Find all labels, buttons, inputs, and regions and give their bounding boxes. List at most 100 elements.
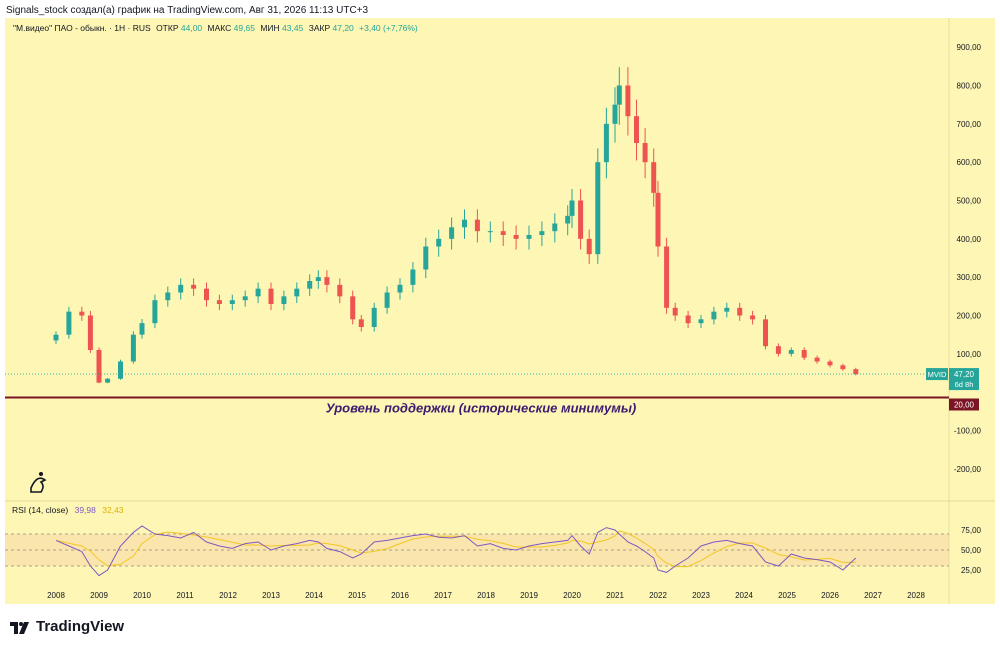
x-tick-label: 2019 <box>520 591 538 600</box>
candle-body <box>625 85 631 117</box>
price-tag-value: 47,20 <box>954 370 975 379</box>
candle-body <box>827 361 833 366</box>
rsi-axis: 75,00 50,00 25,00 <box>961 526 982 575</box>
candle-body <box>139 323 145 335</box>
y-tick-label: 600,00 <box>957 158 982 167</box>
change-value: +3,40 (+7,76%) <box>359 23 418 33</box>
support-tag: 20,00 <box>949 398 979 411</box>
candle-body <box>397 284 403 293</box>
x-tick-label: 2020 <box>563 591 581 600</box>
candle-body <box>165 292 171 301</box>
candle-body <box>79 311 85 316</box>
candle-body <box>578 200 584 239</box>
open-value: 44,00 <box>181 23 203 33</box>
candle-body <box>307 281 313 289</box>
candle-body <box>487 231 493 233</box>
candle-body <box>191 284 197 289</box>
close-value: 47,20 <box>333 23 355 33</box>
x-tick-label: 2021 <box>606 591 624 600</box>
candle-body <box>384 292 390 308</box>
chart-svg[interactable]: "М.видео" ПАО - обыкн. · 1Н · RUS ОТКР 4… <box>5 18 995 604</box>
candle-body <box>539 231 545 235</box>
candle-body <box>552 223 558 232</box>
tradingview-logo: TradingView <box>10 618 124 635</box>
y-tick-label: 300,00 <box>957 273 982 282</box>
candle-body <box>178 284 184 293</box>
support-tag-value: 20,00 <box>954 401 975 410</box>
rsi-tick-label: 75,00 <box>961 526 982 535</box>
candle-body <box>612 104 618 124</box>
chart-area[interactable]: "М.видео" ПАО - обыкн. · 1Н · RUS ОТКР 4… <box>5 18 995 604</box>
candle-body <box>152 300 158 324</box>
x-tick-label: 2023 <box>692 591 710 600</box>
symbol-name: "М.видео" ПАО - обыкн. · 1Н · RUS <box>13 23 151 33</box>
candle-body <box>118 361 123 379</box>
candle-body <box>337 284 343 297</box>
price-axis[interactable]: 900,00 800,00 700,00 600,00 500,00 400,00 300,… <box>954 43 982 474</box>
high-label: МАКС <box>208 23 232 33</box>
x-tick-label: 2018 <box>477 591 495 600</box>
candle-body <box>565 215 571 224</box>
candle-body <box>513 235 519 239</box>
candle-body <box>664 246 670 308</box>
rsi-line <box>55 525 857 577</box>
candle-body <box>616 85 622 105</box>
candle-body <box>87 315 93 350</box>
candle-body <box>371 307 377 327</box>
x-tick-label: 2016 <box>391 591 409 600</box>
x-tick-label: 2008 <box>47 591 65 600</box>
ticker-tag-box <box>926 368 948 381</box>
candle-body <box>814 357 820 362</box>
support-tag-box <box>949 398 979 411</box>
candle-body <box>96 350 102 383</box>
candle-body <box>595 162 601 255</box>
candle-body <box>324 277 330 285</box>
candle-body <box>840 365 846 370</box>
candle-body <box>423 246 429 270</box>
candle-body <box>436 238 442 247</box>
candle-body <box>315 277 321 281</box>
candle-body <box>711 311 717 320</box>
candle-body <box>449 227 455 239</box>
x-tick-label: 2010 <box>133 591 151 600</box>
x-tick-label: 2027 <box>864 591 882 600</box>
support-label: Уровень поддержки (исторические минимумы… <box>326 401 637 416</box>
candle-body <box>685 315 691 324</box>
candles <box>53 67 859 384</box>
candle-body <box>698 319 704 324</box>
candle-body <box>358 319 364 327</box>
x-tick-label: 2026 <box>821 591 839 600</box>
x-tick-label: 2012 <box>219 591 237 600</box>
open-label: ОТКР <box>156 23 179 33</box>
candle-body <box>53 334 59 341</box>
x-tick-label: 2011 <box>176 591 194 600</box>
candle-body <box>66 311 72 335</box>
rsi-title: RSI (14, close) <box>12 505 68 515</box>
candle-body <box>788 350 794 354</box>
x-tick-label: 2028 <box>907 591 925 600</box>
watermark-icon <box>30 472 47 493</box>
x-tick-label: 2014 <box>305 591 323 600</box>
y-tick-label: -200,00 <box>954 465 982 474</box>
high-value: 49,65 <box>234 23 256 33</box>
x-tick-label: 2009 <box>90 591 108 600</box>
candle-body <box>350 296 356 320</box>
candle-body <box>204 288 209 301</box>
candle-body <box>216 300 222 304</box>
candle-body <box>763 319 768 347</box>
tradingview-logo-icon <box>10 621 29 634</box>
time-axis[interactable]: 2008 2009 2010 2011 2012 2013 2014 2015 2016 2017… <box>47 591 925 600</box>
candle-body <box>634 116 639 143</box>
y-tick-label: 400,00 <box>957 235 982 244</box>
candle-body <box>737 307 743 316</box>
rsi-tick-label: 25,00 <box>961 566 982 575</box>
candle-body <box>281 296 287 304</box>
candle-body <box>603 123 609 163</box>
candle-body <box>410 269 416 285</box>
candle-body <box>229 300 235 304</box>
y-tick-label: 700,00 <box>957 120 982 129</box>
candle-body <box>775 346 781 354</box>
price-tag: MVID 47,20 6d 8h <box>926 368 979 391</box>
candle-body <box>569 200 575 216</box>
price-tag-countdown: 6d 8h <box>955 380 974 389</box>
